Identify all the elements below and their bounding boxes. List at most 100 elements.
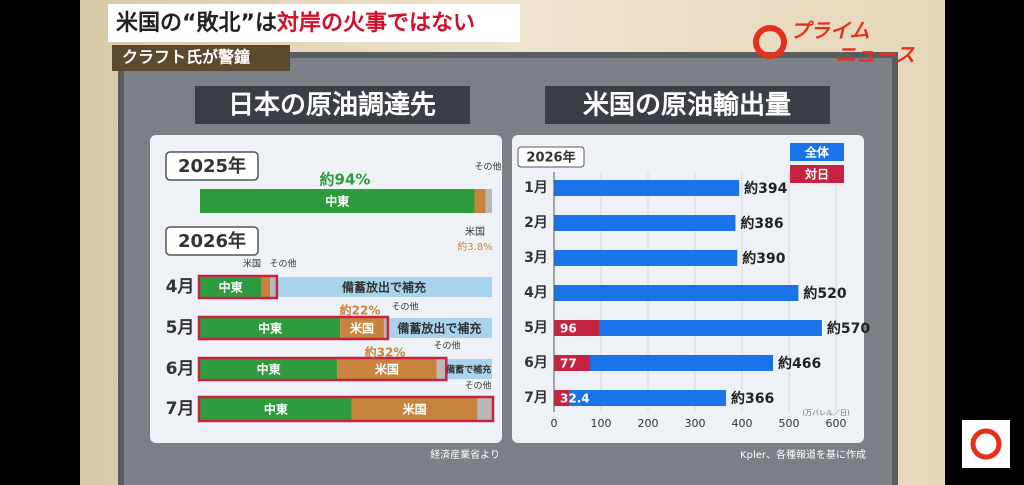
category-label: 1月 — [524, 180, 548, 196]
bar-segment — [200, 318, 341, 338]
bar-segment — [351, 398, 478, 420]
headline-box — [108, 4, 520, 42]
bar-segment — [200, 398, 352, 420]
category-label: 6月 — [524, 355, 548, 371]
annotation: 約3.8% — [457, 240, 492, 253]
unit-label: (万バレル／日) — [802, 409, 850, 417]
value-label: 約466 — [778, 355, 821, 372]
value-label: 約394 — [744, 180, 787, 197]
value-label: 約520 — [803, 285, 846, 302]
bar — [554, 285, 799, 301]
left-source: 経済産業省より — [430, 448, 500, 461]
category-label: 2月 — [524, 215, 548, 231]
bar — [554, 180, 740, 196]
bar-segment — [474, 189, 486, 213]
bar — [554, 320, 600, 336]
annotation: その他 — [269, 258, 296, 270]
subtitle-box — [112, 45, 290, 71]
segment-label: 中東 — [258, 321, 282, 336]
legend-swatch — [790, 143, 844, 161]
year-box — [165, 151, 259, 181]
category-label: 5月 — [524, 320, 548, 336]
segment-label: 中東 — [264, 402, 288, 417]
bar-segment — [261, 277, 271, 297]
segment-label: 備蓄放出で補充 — [397, 321, 481, 336]
bar-segment — [340, 318, 384, 338]
right-title-box — [545, 86, 830, 124]
legend-label: 全体 — [804, 145, 830, 160]
x-tick-label: 100 — [591, 417, 612, 430]
category-label: 7月 — [524, 390, 548, 406]
sourced-outline — [197, 356, 448, 382]
segment-label: 米国 — [350, 321, 374, 336]
segment-label: 中東 — [219, 280, 243, 295]
x-tick-label: 200 — [638, 417, 659, 430]
category-label: 7月 — [166, 399, 195, 419]
annotation: 米国 — [465, 225, 485, 238]
bar-segment — [477, 398, 492, 420]
value-label: 約366 — [731, 390, 774, 407]
legend-label: 対日 — [804, 167, 829, 182]
group-label: 2026年 — [526, 150, 575, 166]
headline-part: 対岸の火事ではない — [277, 10, 475, 36]
headline-part: 米国の — [116, 11, 182, 36]
right-source: Kpler、各種報道を基に作成 — [740, 448, 866, 461]
category-label: 3月 — [524, 250, 548, 266]
annotation: その他 — [464, 380, 491, 392]
group-label: 2026年 — [178, 230, 246, 252]
logo-text: プライム — [790, 19, 870, 43]
annotation: その他 — [391, 301, 418, 313]
left-title-box — [195, 86, 470, 124]
bar-segment — [337, 359, 437, 379]
category-label: 4月 — [166, 277, 195, 297]
bar — [554, 215, 736, 231]
legend-swatch — [790, 165, 844, 183]
bar-segment — [485, 189, 492, 213]
value-label: 77 — [560, 357, 577, 371]
bar — [554, 390, 570, 406]
annotation: その他 — [433, 340, 460, 352]
bar-segment — [386, 318, 492, 338]
headline: 米国の“敗北”は対岸の火事ではない — [116, 10, 475, 36]
annotation: 約94% — [320, 171, 371, 189]
sourced-outline — [197, 395, 495, 423]
bar — [554, 390, 727, 406]
year-box — [165, 226, 259, 256]
segment-label: 中東 — [325, 194, 349, 209]
value-label: 約570 — [827, 320, 870, 337]
value-label: 約390 — [742, 250, 785, 267]
bar-segment — [436, 359, 446, 379]
bar-segment — [200, 359, 338, 379]
headline-part: は — [255, 11, 277, 36]
subtitle: クラフト氏が警鐘 — [122, 48, 250, 67]
value-label: 96 — [560, 322, 577, 336]
bar — [554, 250, 738, 266]
annotation: 約32% — [365, 345, 406, 360]
corner-logo — [962, 420, 1010, 468]
bar — [554, 320, 822, 336]
annotation: 米国 — [243, 258, 261, 270]
x-tick-label: 400 — [732, 417, 753, 430]
bar-segment — [383, 318, 387, 338]
segment-label: 備蓄で補充 — [446, 364, 491, 376]
bar — [554, 355, 774, 371]
bar-segment — [200, 277, 262, 297]
left-title: 日本の原油調達先 — [228, 90, 436, 121]
corner-logo-mark — [970, 428, 1002, 460]
segment-label: 米国 — [403, 402, 427, 417]
logo-mark — [753, 25, 787, 59]
segment-label: 米国 — [375, 362, 399, 377]
segment-label: 中東 — [257, 362, 281, 377]
category-label: 4月 — [524, 285, 548, 301]
bar-segment — [275, 277, 492, 297]
bar — [554, 355, 591, 371]
annotation: 約22% — [340, 303, 381, 318]
value-label: 約386 — [740, 215, 783, 232]
segment-label: 備蓄放出で補充 — [342, 280, 426, 295]
sourced-outline — [197, 315, 390, 341]
category-label: 2025年 — [178, 155, 246, 177]
logo-text: ニュース — [836, 43, 915, 67]
x-tick-label: 300 — [685, 417, 706, 430]
